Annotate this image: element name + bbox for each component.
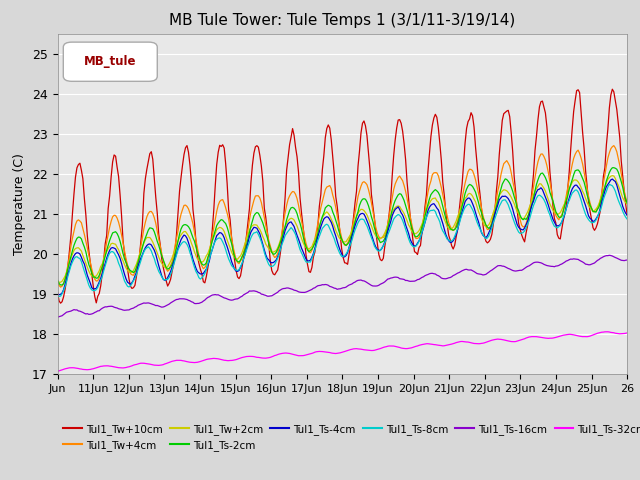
Tul1_Ts-4cm: [609, 176, 616, 182]
Tul1_Ts-4cm: [92, 286, 100, 291]
Tul1_Tw+10cm: [609, 86, 616, 92]
Y-axis label: Temperature (C): Temperature (C): [13, 153, 26, 255]
Tul1_Ts-8cm: [622, 214, 630, 220]
Tul1_Tw+2cm: [623, 202, 631, 207]
Tul1_Tw+10cm: [622, 202, 630, 207]
Tul1_Tw+2cm: [622, 200, 630, 205]
Line: Tul1_Ts-16cm: Tul1_Ts-16cm: [58, 255, 627, 317]
Title: MB Tule Tower: Tule Temps 1 (3/1/11-3/19/14): MB Tule Tower: Tule Temps 1 (3/1/11-3/19…: [169, 13, 516, 28]
Tul1_Ts-32cm: [91, 365, 99, 371]
Tul1_Tw+2cm: [57, 279, 65, 285]
Tul1_Ts-16cm: [545, 263, 552, 269]
Tul1_Ts-4cm: [55, 292, 63, 298]
Tul1_Tw+4cm: [623, 200, 631, 206]
Tul1_Ts-4cm: [54, 291, 61, 297]
Tul1_Tw+2cm: [461, 195, 469, 201]
Line: Tul1_Ts-2cm: Tul1_Ts-2cm: [58, 168, 627, 285]
Tul1_Ts-32cm: [545, 336, 552, 341]
Tul1_Ts-2cm: [622, 196, 630, 202]
Line: Tul1_Tw+2cm: Tul1_Tw+2cm: [58, 176, 627, 282]
Tul1_Ts-16cm: [91, 310, 99, 315]
Tul1_Tw+4cm: [54, 278, 61, 284]
Line: Tul1_Ts-4cm: Tul1_Ts-4cm: [58, 179, 627, 295]
Tul1_Ts-2cm: [92, 276, 100, 281]
Tul1_Ts-32cm: [347, 347, 355, 352]
Tul1_Ts-8cm: [92, 287, 100, 292]
Tul1_Ts-32cm: [460, 339, 467, 345]
Tul1_Ts-32cm: [54, 369, 61, 374]
Tul1_Tw+10cm: [546, 168, 554, 174]
Line: Tul1_Ts-8cm: Tul1_Ts-8cm: [58, 184, 627, 297]
Tul1_Ts-16cm: [347, 282, 355, 288]
Tul1_Tw+2cm: [609, 173, 616, 179]
Tul1_Ts-8cm: [55, 294, 63, 300]
Tul1_Ts-4cm: [623, 213, 631, 218]
Tul1_Ts-4cm: [461, 199, 469, 204]
Text: MB_tule: MB_tule: [84, 55, 136, 68]
Tul1_Ts-2cm: [57, 282, 65, 288]
Tul1_Tw+10cm: [75, 162, 83, 168]
Tul1_Tw+4cm: [92, 278, 100, 284]
Tul1_Ts-32cm: [73, 365, 81, 371]
Tul1_Tw+4cm: [57, 284, 65, 290]
FancyBboxPatch shape: [63, 42, 157, 81]
Tul1_Tw+4cm: [622, 194, 630, 200]
Tul1_Ts-32cm: [623, 330, 631, 336]
Tul1_Tw+2cm: [75, 245, 83, 251]
Tul1_Ts-8cm: [461, 204, 469, 210]
Tul1_Ts-8cm: [605, 181, 613, 187]
Tul1_Ts-4cm: [546, 207, 554, 213]
Tul1_Tw+2cm: [54, 278, 61, 284]
Tul1_Tw+4cm: [461, 180, 469, 186]
Tul1_Ts-8cm: [75, 255, 83, 261]
Tul1_Ts-8cm: [348, 237, 356, 243]
Tul1_Ts-2cm: [546, 189, 554, 195]
Tul1_Tw+2cm: [92, 273, 100, 279]
Tul1_Ts-16cm: [460, 267, 467, 273]
Tul1_Ts-16cm: [54, 314, 61, 320]
Line: Tul1_Tw+10cm: Tul1_Tw+10cm: [58, 89, 627, 303]
Tul1_Ts-32cm: [602, 329, 610, 335]
Tul1_Tw+4cm: [75, 217, 83, 223]
Tul1_Ts-8cm: [546, 212, 554, 217]
Tul1_Ts-8cm: [54, 293, 61, 299]
Tul1_Ts-2cm: [461, 191, 469, 196]
Tul1_Tw+4cm: [546, 179, 554, 185]
Tul1_Ts-16cm: [73, 307, 81, 313]
Tul1_Ts-4cm: [622, 210, 630, 216]
Tul1_Tw+2cm: [348, 228, 356, 233]
Tul1_Ts-16cm: [620, 258, 628, 264]
Tul1_Ts-4cm: [75, 250, 83, 256]
Tul1_Tw+10cm: [54, 290, 61, 296]
Tul1_Ts-8cm: [623, 216, 631, 222]
Tul1_Ts-32cm: [620, 331, 628, 336]
Tul1_Tw+2cm: [546, 201, 554, 207]
Tul1_Tw+4cm: [610, 143, 618, 148]
Tul1_Tw+4cm: [348, 226, 356, 231]
Tul1_Tw+10cm: [461, 140, 469, 145]
Tul1_Ts-2cm: [75, 234, 83, 240]
Tul1_Ts-2cm: [623, 200, 631, 206]
Tul1_Ts-2cm: [348, 231, 356, 237]
Tul1_Ts-16cm: [605, 252, 613, 258]
Tul1_Tw+10cm: [92, 300, 100, 306]
Tul1_Ts-2cm: [54, 277, 61, 283]
Tul1_Ts-16cm: [623, 257, 631, 263]
Tul1_Tw+10cm: [348, 226, 356, 231]
Tul1_Ts-4cm: [348, 233, 356, 239]
Legend: Tul1_Tw+10cm, Tul1_Tw+4cm, Tul1_Tw+2cm, Tul1_Ts-2cm, Tul1_Ts-4cm, Tul1_Ts-8cm, T: Tul1_Tw+10cm, Tul1_Tw+4cm, Tul1_Tw+2cm, …: [63, 424, 640, 451]
Line: Tul1_Ts-32cm: Tul1_Ts-32cm: [58, 332, 627, 372]
Tul1_Tw+10cm: [57, 300, 65, 306]
Tul1_Ts-2cm: [610, 165, 618, 170]
Tul1_Tw+10cm: [623, 212, 631, 218]
Line: Tul1_Tw+4cm: Tul1_Tw+4cm: [58, 145, 627, 287]
